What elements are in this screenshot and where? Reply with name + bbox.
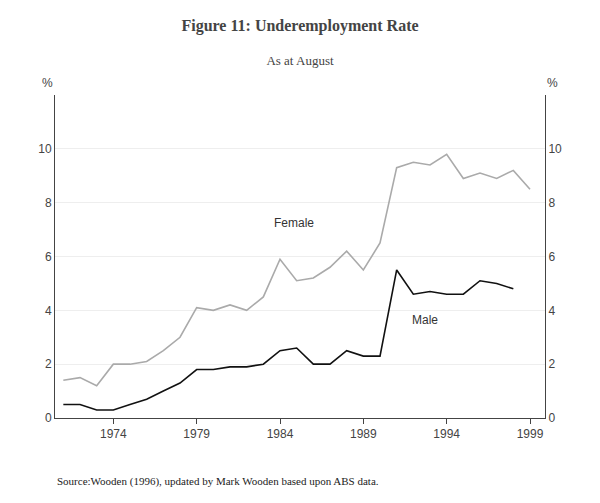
svg-text:4: 4 [548, 304, 555, 318]
svg-text:1979: 1979 [183, 427, 210, 441]
svg-text:Male: Male [412, 313, 438, 327]
svg-text:1999: 1999 [517, 427, 544, 441]
svg-text:%: % [547, 76, 558, 90]
svg-text:8: 8 [45, 196, 52, 210]
svg-text:1989: 1989 [350, 427, 377, 441]
svg-text:1994: 1994 [433, 427, 460, 441]
svg-text:%: % [42, 76, 53, 90]
svg-text:Female: Female [274, 216, 314, 230]
svg-text:Source:Wooden (1996), updated: Source:Wooden (1996), updated by Mark Wo… [57, 475, 379, 488]
svg-text:8: 8 [548, 196, 555, 210]
svg-text:6: 6 [548, 250, 555, 264]
svg-text:6: 6 [45, 250, 52, 264]
svg-text:2: 2 [45, 357, 52, 371]
svg-text:10: 10 [548, 142, 562, 156]
svg-text:10: 10 [38, 142, 52, 156]
svg-text:As at August: As at August [266, 53, 334, 68]
svg-text:Figure 11: Underemployment Rat: Figure 11: Underemployment Rate [181, 17, 418, 35]
svg-text:0: 0 [548, 411, 555, 425]
svg-text:4: 4 [45, 304, 52, 318]
svg-text:0: 0 [45, 411, 52, 425]
svg-text:1984: 1984 [267, 427, 294, 441]
svg-text:2: 2 [548, 357, 555, 371]
svg-text:1974: 1974 [100, 427, 127, 441]
